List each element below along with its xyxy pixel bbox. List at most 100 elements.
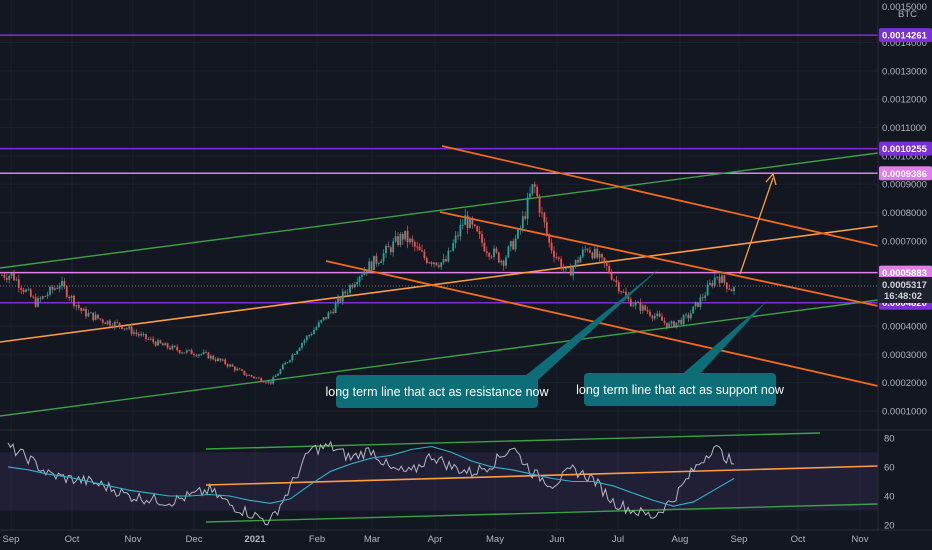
- projection-arrow-head: [765, 172, 777, 186]
- candle: [130, 323, 133, 336]
- candle: [296, 350, 299, 355]
- candle: [212, 354, 215, 361]
- price-tags: 0.00142610.00102550.00093860.00058830.00…: [879, 28, 932, 310]
- candle: [476, 225, 479, 233]
- price-tag-label: 0.0005883: [882, 268, 927, 279]
- candle: [709, 279, 711, 286]
- candle: [466, 211, 469, 235]
- candle: [231, 363, 234, 367]
- x-tick-label: Oct: [791, 534, 806, 545]
- candle: [51, 285, 54, 294]
- candle: [87, 309, 90, 318]
- candle: [267, 379, 270, 385]
- candle: [440, 262, 443, 271]
- candle: [193, 352, 195, 358]
- candle: [692, 306, 695, 314]
- y-tick-label: 0.0010000: [882, 151, 927, 162]
- y-tick-label: 0.0013000: [882, 66, 927, 77]
- candle: [397, 232, 399, 247]
- candle: [545, 217, 548, 237]
- currency-label: BTC: [898, 9, 917, 20]
- candle: [447, 247, 450, 263]
- candle: [634, 300, 637, 310]
- candle: [433, 262, 435, 268]
- candle: [157, 338, 159, 346]
- candle: [243, 370, 246, 376]
- candle: [385, 244, 387, 259]
- candle: [677, 319, 680, 326]
- candle: [651, 314, 654, 322]
- candle: [454, 231, 457, 249]
- candle: [469, 216, 471, 229]
- candle: [161, 342, 164, 346]
- candle: [346, 289, 349, 296]
- candle: [733, 285, 735, 295]
- candle: [27, 287, 30, 291]
- projection-arrow: [739, 177, 774, 275]
- candle: [538, 194, 541, 217]
- candle: [195, 353, 198, 357]
- candle: [118, 322, 121, 330]
- candle: [697, 302, 699, 308]
- candle: [512, 238, 515, 251]
- candle: [65, 284, 68, 299]
- rsi-tick-label: 60: [884, 462, 895, 473]
- candle: [437, 262, 440, 269]
- x-tick-label: Jul: [612, 534, 624, 545]
- candle: [637, 300, 639, 304]
- candle: [123, 328, 126, 332]
- candle: [260, 377, 263, 383]
- candle: [485, 246, 488, 257]
- candle: [685, 312, 687, 319]
- candle: [730, 288, 733, 292]
- candle: [341, 288, 344, 306]
- candle: [557, 256, 560, 262]
- candle: [310, 332, 313, 337]
- candle: [92, 312, 95, 322]
- candle: [77, 301, 80, 311]
- candle: [85, 306, 87, 320]
- x-tick-label: Sep: [731, 534, 748, 545]
- last-price-value: 0.0005317: [882, 280, 927, 291]
- candle: [711, 280, 714, 289]
- candle: [269, 381, 272, 386]
- candle: [586, 247, 589, 253]
- candle: [293, 353, 296, 355]
- y-tick-label: 0.0012000: [882, 95, 927, 106]
- candle: [598, 251, 601, 264]
- candle: [315, 325, 318, 331]
- candle: [106, 320, 109, 326]
- candle: [649, 308, 651, 317]
- candle: [625, 287, 627, 296]
- candle: [22, 288, 25, 295]
- candle: [339, 296, 342, 304]
- candle: [713, 273, 716, 288]
- candle: [639, 298, 642, 315]
- candle: [325, 317, 327, 321]
- candle: [361, 271, 363, 280]
- candle: [178, 349, 181, 355]
- price-tag-box: [879, 265, 932, 280]
- candle: [689, 309, 692, 321]
- candle: [497, 251, 500, 264]
- candle: [313, 327, 315, 335]
- candle: [286, 361, 289, 364]
- rsi-ma-line: [7, 445, 735, 507]
- candle: [368, 258, 371, 273]
- candle: [572, 265, 575, 281]
- candle: [111, 323, 114, 329]
- candle: [1, 272, 3, 276]
- candle: [255, 377, 258, 380]
- rsi-line: [7, 440, 735, 526]
- resistance-callout-pointer: [520, 268, 660, 380]
- x-tick-label: Mar: [364, 534, 380, 545]
- candle: [680, 317, 683, 325]
- orange-rising-line: [0, 225, 879, 343]
- candle: [701, 293, 704, 302]
- candle: [101, 318, 104, 326]
- candle: [202, 349, 205, 355]
- candle: [694, 301, 697, 310]
- candle: [44, 295, 47, 297]
- candle: [70, 294, 73, 303]
- candle: [387, 241, 390, 248]
